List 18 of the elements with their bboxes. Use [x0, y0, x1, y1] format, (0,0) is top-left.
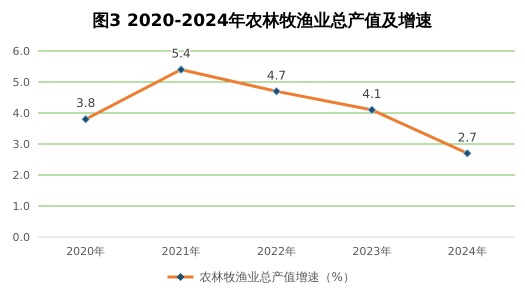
y-tick-label: 4.0: [12, 107, 30, 120]
x-tick-label: 2022年: [257, 245, 296, 258]
data-label: 4.7: [266, 68, 286, 82]
legend-label: 农林牧渔业总产值增速（%）: [200, 270, 355, 284]
chart-title: 图3 2020-2024年农林牧渔业总产值及增速: [92, 11, 433, 31]
x-tick-label: 2023年: [352, 245, 392, 258]
x-tick-label: 2021年: [162, 245, 201, 258]
y-tick-label: 1.0: [12, 200, 30, 213]
data-label: 4.1: [362, 86, 382, 101]
y-tick-label: 3.0: [12, 138, 30, 151]
y-tick-label: 0.0: [12, 231, 30, 244]
x-tick-label: 2020年: [66, 245, 106, 258]
data-label: 3.8: [76, 96, 96, 110]
y-tick-label: 2.0: [12, 169, 30, 182]
data-label: 2.7: [458, 130, 477, 144]
y-tick-label: 5.0: [12, 76, 30, 89]
x-tick-label: 2024年: [448, 245, 487, 258]
y-tick-label: 6.0: [12, 45, 30, 58]
